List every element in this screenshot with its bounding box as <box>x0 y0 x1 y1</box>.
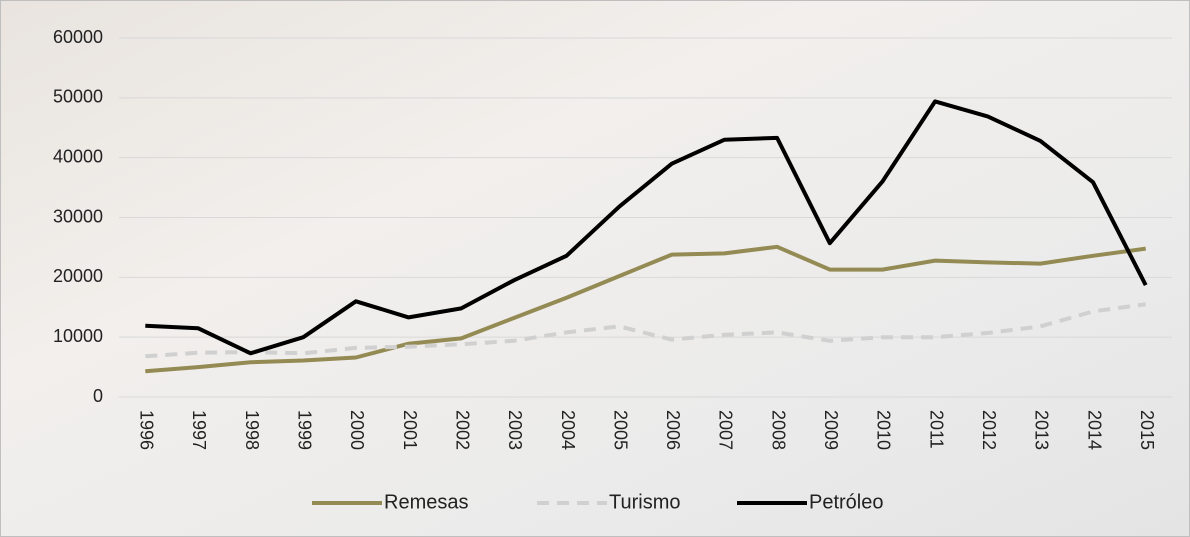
legend-label: Remesas <box>384 491 468 513</box>
x-tick-label: 1998 <box>242 410 262 450</box>
x-tick-label: 2006 <box>663 410 683 450</box>
y-tick-label: 40000 <box>53 146 103 166</box>
x-tick-label: 1999 <box>295 410 315 450</box>
chart-background <box>1 1 1190 537</box>
y-tick-label: 50000 <box>53 87 103 107</box>
x-tick-label: 2008 <box>768 410 788 450</box>
legend-label: Petróleo <box>809 491 884 513</box>
chart: 0 10000 20000 30000 40000 50000 60000 1996 1997 1… <box>0 0 1190 537</box>
x-tick-label: 2009 <box>821 410 841 450</box>
x-tick-label: 2001 <box>400 410 420 450</box>
y-tick-label: 60000 <box>53 27 103 47</box>
x-tick-label: 2015 <box>1137 410 1157 450</box>
x-tick-label: 2010 <box>874 410 894 450</box>
x-tick-label: 2002 <box>452 410 472 450</box>
x-tick-label: 2005 <box>610 410 630 450</box>
x-tick-label: 2000 <box>347 410 367 450</box>
y-tick-label: 30000 <box>53 206 103 226</box>
x-tick-label: 2014 <box>1084 410 1104 450</box>
x-tick-label: 2003 <box>505 410 525 450</box>
page: {"chart_data": {"type": "line", "categor… <box>0 0 1190 537</box>
x-tick-label: 1996 <box>137 410 157 450</box>
y-tick-label: 20000 <box>53 266 103 286</box>
legend-label: Turismo <box>609 491 680 513</box>
y-tick-label: 10000 <box>53 326 103 346</box>
x-tick-label: 1997 <box>189 410 209 450</box>
x-tick-label: 2007 <box>716 410 736 450</box>
y-tick-label: 0 <box>93 386 103 406</box>
x-tick-label: 2012 <box>979 410 999 450</box>
x-tick-label: 2004 <box>558 410 578 450</box>
x-tick-label: 2013 <box>1032 410 1052 450</box>
x-tick-label: 2011 <box>926 410 946 449</box>
